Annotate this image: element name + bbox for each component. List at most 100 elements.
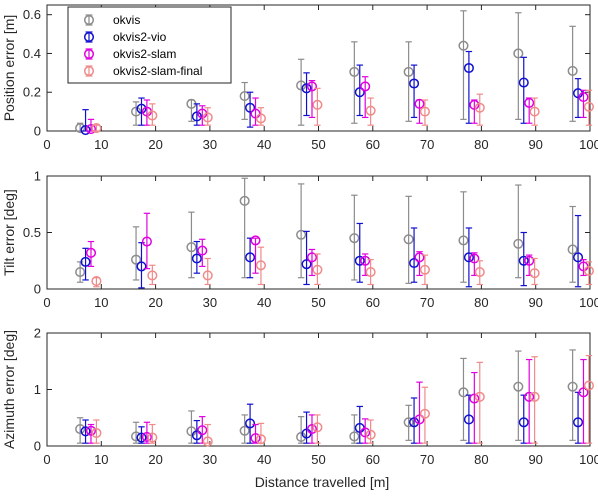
y-tick-label: 0.4 [23,46,41,61]
errorbar-point [239,414,250,444]
data-point-marker [513,381,524,392]
data-point-marker [583,101,594,112]
data-point-marker [85,247,97,258]
axes-box [46,332,591,447]
errorbar-point [197,238,208,267]
errorbar-point [469,371,480,444]
x-tick-label: 70 [420,295,434,310]
data-point-marker [349,431,360,442]
data-point-marker [578,387,589,398]
data-point-marker [250,433,261,444]
x-tick-label: 100 [579,137,598,152]
legend-marker-okvis2-slam [83,48,95,60]
data-point-marker [567,381,578,392]
series-okvis2-slam-final [91,355,594,447]
legend-label-okvis2-slam-final: okvis2-slam-final [113,64,202,78]
errorbar-point [414,381,425,444]
errorbar-point [202,107,213,126]
data-point-marker [296,229,307,240]
data-point-marker [360,81,371,92]
series-okvis [75,10,578,134]
data-point-marker [312,422,323,433]
errorbar-point [419,254,430,286]
y-tick-label: 0 [34,282,41,297]
data-point-marker [312,264,323,275]
errorbar-point [583,355,594,444]
errorbar-point [85,240,97,267]
data-point-marker [239,91,250,102]
x-tick-label: 80 [474,137,488,152]
data-point-marker [197,245,208,256]
data-point-marker [312,99,323,110]
x-tick-label: 50 [311,452,325,467]
data-point-marker [365,429,376,440]
data-point-marker [474,391,485,402]
data-point-marker [80,426,91,437]
x-tick-label: 20 [148,452,162,467]
x-tick-label: 60 [366,137,380,152]
errorbar-point [354,405,365,444]
data-point-marker [513,48,524,59]
data-point-marker [245,252,256,263]
data-point-marker [463,414,474,425]
errorbar-point [91,419,102,444]
x-tick-label: 10 [94,452,108,467]
data-point-marker [463,252,474,263]
y-axis-label: Tilt error [deg] [1,189,17,276]
data-point-marker [301,83,312,94]
errorbar-point [360,253,371,277]
data-point-marker [403,66,414,77]
errorbar-point [131,226,142,281]
data-point-marker [141,431,152,443]
y-tick-label: 0.5 [23,225,41,240]
legend-entry-okvis: okvis [83,13,140,27]
data-point-marker [250,235,261,246]
errorbar-point [91,276,102,288]
legend-label-okvis2-slam: okvis2-slam [113,47,176,61]
data-point-marker [147,270,158,281]
series-okvis [75,177,578,284]
data-point-marker [131,254,142,265]
errorbar-point [349,414,360,444]
x-tick-label: 90 [528,452,542,467]
series-okvis2-slam [85,358,589,444]
errorbar-point [80,247,91,281]
errorbar-point [296,58,307,126]
data-point-marker [255,434,266,445]
data-point-marker [474,102,485,113]
errorbar-point [239,177,250,279]
y-tick-label: 0.6 [23,7,41,22]
errorbar-point [245,403,256,444]
data-point-marker [296,80,307,91]
y-tick-label: 0 [34,124,41,139]
data-point-marker [136,103,147,114]
series-okvis2-vio [80,50,584,136]
data-point-marker [529,391,540,402]
errorbar-point [469,99,480,124]
errorbar-point [75,417,86,444]
errorbar-point [567,205,578,283]
data-point-marker [458,40,469,51]
errorbar-point [131,101,142,126]
legend-marker-okvis2-slam-final [83,65,95,77]
legend-entry-okvis2-slam: okvis2-slam [83,47,176,61]
data-point-marker [296,431,307,443]
errorbar-point [147,103,158,126]
data-point-marker [147,432,158,443]
series-okvis2-slam [85,76,589,135]
errorbar-point [349,194,360,281]
legend-label-okvis: okvis [113,13,140,27]
data-point-marker [301,259,312,270]
legend-marker-okvis [83,14,95,26]
errorbar-point [250,423,261,444]
errorbar-point [365,97,376,126]
data-point-marker [191,111,202,122]
errorbar-point [75,261,86,283]
errorbar-point [75,122,86,134]
data-point-marker [567,65,578,76]
errorbar-point [463,227,474,288]
data-point-marker [80,124,91,136]
y-axis-label: Position error [m] [1,15,17,122]
errorbar-point [474,260,485,286]
legend-entry-okvis2-slam-final: okvis2-slam-final [83,64,202,78]
